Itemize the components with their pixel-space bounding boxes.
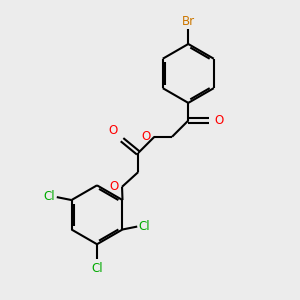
Text: O: O	[109, 180, 119, 193]
Text: Cl: Cl	[44, 190, 55, 203]
Text: O: O	[214, 114, 224, 127]
Text: O: O	[142, 130, 151, 143]
Text: Cl: Cl	[139, 220, 150, 233]
Text: Cl: Cl	[91, 262, 103, 275]
Text: Br: Br	[182, 15, 195, 28]
Text: O: O	[108, 124, 118, 137]
